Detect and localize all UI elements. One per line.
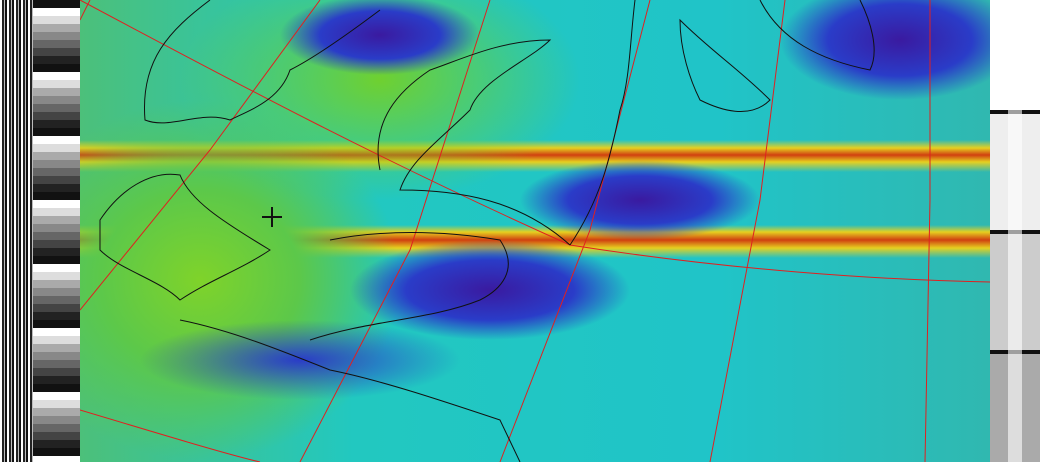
graticule-line: [709, 0, 786, 462]
graticule-line: [80, 0, 321, 311]
sync-strip-left: [0, 0, 33, 462]
coastline: [377, 39, 571, 246]
graticule-line: [80, 0, 91, 21]
coastline: [143, 0, 381, 124]
graticule-line: [924, 0, 931, 462]
graticule-line: [499, 0, 651, 462]
coastline: [679, 18, 771, 113]
satellite-image: [80, 0, 990, 462]
crosshair-icon: [262, 207, 282, 227]
coastlines: [99, 0, 875, 462]
coastline: [759, 0, 875, 71]
telemetry-wedge-left: [33, 0, 80, 462]
coastline: [309, 232, 509, 341]
telemetry-wedge-right: [990, 0, 1040, 462]
graticule-line: [80, 409, 261, 462]
graticule-line: [80, 0, 990, 283]
coastline: [99, 173, 271, 301]
coastline: [179, 319, 521, 462]
graticule-line: [299, 0, 491, 462]
map-overlay: [80, 0, 990, 462]
coastline: [569, 0, 636, 246]
graticule: [80, 0, 990, 462]
